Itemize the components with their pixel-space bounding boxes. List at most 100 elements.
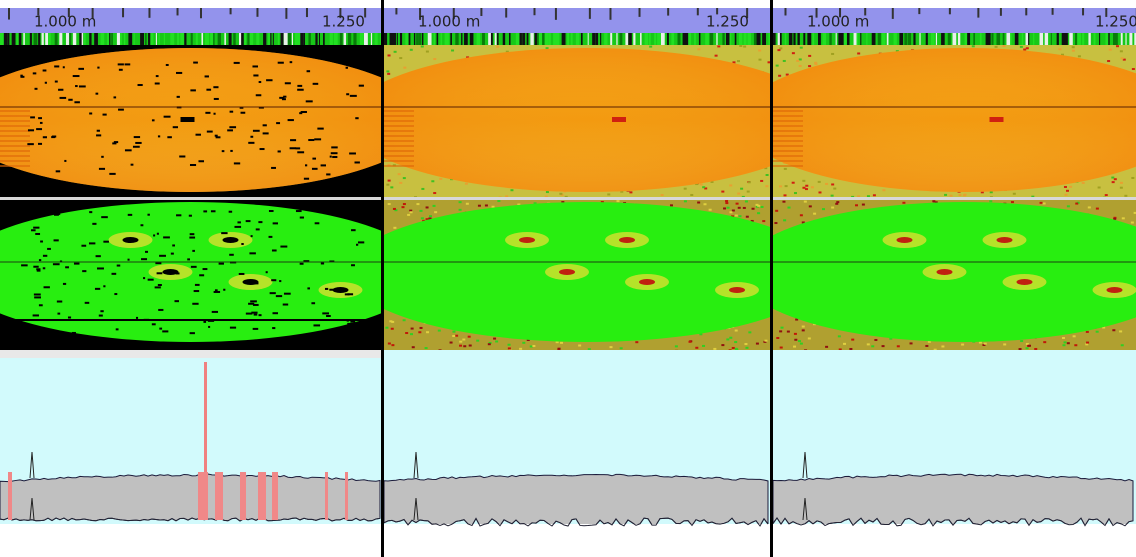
dropout xyxy=(278,150,281,152)
noise xyxy=(990,191,993,193)
noise xyxy=(871,345,874,347)
scan-line xyxy=(773,135,803,137)
scan-line xyxy=(0,155,30,157)
noise xyxy=(420,210,423,212)
stripe-cell xyxy=(516,33,520,45)
dropout xyxy=(330,156,332,158)
dropout xyxy=(349,152,356,154)
hot-core xyxy=(639,279,655,285)
noise xyxy=(734,341,737,343)
scan-line xyxy=(384,110,414,112)
dropout xyxy=(313,83,319,85)
noise xyxy=(402,206,405,208)
noise xyxy=(546,191,549,193)
stripe-cell xyxy=(931,33,935,45)
stripe-cell xyxy=(1033,33,1034,45)
noise xyxy=(1131,222,1134,224)
profile-band xyxy=(0,474,380,521)
dropout xyxy=(158,309,163,311)
noise xyxy=(388,54,391,56)
dropout xyxy=(155,286,161,288)
stripe-cell xyxy=(364,33,368,45)
dropout xyxy=(189,215,192,217)
dropout xyxy=(313,324,320,326)
noise xyxy=(802,329,805,331)
noise xyxy=(1067,205,1070,207)
noise xyxy=(857,52,860,54)
noise xyxy=(800,214,803,216)
stripe-cell xyxy=(747,33,751,45)
scan-line xyxy=(0,120,30,122)
dropout xyxy=(266,271,268,273)
scan-line xyxy=(384,140,414,142)
stripe-cell xyxy=(1057,33,1059,45)
stripe-cell xyxy=(1125,33,1126,45)
stripe-cell xyxy=(82,33,83,45)
dropout xyxy=(337,180,342,182)
noise xyxy=(902,202,905,204)
noise xyxy=(421,46,424,48)
dropout xyxy=(89,242,95,244)
dropout xyxy=(117,265,121,267)
dropout xyxy=(348,325,354,327)
hot-core xyxy=(123,237,139,243)
noise xyxy=(452,331,455,333)
dropout xyxy=(143,277,145,279)
dropout xyxy=(31,229,36,231)
dropout xyxy=(158,135,160,137)
scan-line xyxy=(773,160,803,162)
noise xyxy=(961,344,964,346)
noise xyxy=(723,207,726,209)
stripe-cell xyxy=(919,33,920,45)
dropout xyxy=(36,128,42,130)
scan-line xyxy=(773,130,803,132)
stripe-cell xyxy=(965,33,968,45)
noise xyxy=(925,345,928,347)
stripe-cell xyxy=(409,33,411,45)
noise xyxy=(735,330,738,332)
dropout xyxy=(97,267,104,269)
stripe-cell xyxy=(967,33,970,45)
dropout xyxy=(356,244,358,246)
stripe-cell xyxy=(1040,33,1044,45)
dropout xyxy=(101,216,108,218)
stripe-cell xyxy=(542,33,544,45)
dropout xyxy=(269,210,274,212)
dropout xyxy=(97,130,100,132)
noise xyxy=(700,183,703,185)
dropout xyxy=(152,323,156,325)
noise xyxy=(508,344,511,346)
dropout xyxy=(196,134,201,136)
scale-tick xyxy=(589,8,591,19)
dropout xyxy=(237,221,240,223)
dropout xyxy=(346,93,349,95)
noise xyxy=(459,209,462,211)
dropout xyxy=(166,64,169,66)
stripe-cell xyxy=(140,33,144,45)
dropout xyxy=(85,302,90,304)
stripe-cell xyxy=(38,33,40,45)
noise xyxy=(485,204,488,206)
stripe-cell xyxy=(45,33,48,45)
noise xyxy=(493,338,496,340)
stripe-cell xyxy=(247,33,249,45)
dropout xyxy=(57,301,62,303)
stripe-cell xyxy=(117,33,120,45)
noise xyxy=(1043,341,1046,343)
scale-tick xyxy=(533,8,535,15)
stripe-cell xyxy=(716,33,717,45)
noise xyxy=(510,189,513,191)
noise xyxy=(635,341,638,343)
dropout xyxy=(96,255,101,257)
dropout xyxy=(229,126,236,128)
noise xyxy=(762,220,765,222)
scale-tick xyxy=(949,8,951,14)
profile-below xyxy=(384,524,770,557)
stripe-cell xyxy=(503,33,505,45)
stripe-cell xyxy=(604,33,607,45)
dropout xyxy=(234,162,240,164)
dropout xyxy=(171,253,174,255)
dropout xyxy=(336,213,343,215)
dropout xyxy=(222,150,225,152)
noise xyxy=(1074,344,1077,346)
